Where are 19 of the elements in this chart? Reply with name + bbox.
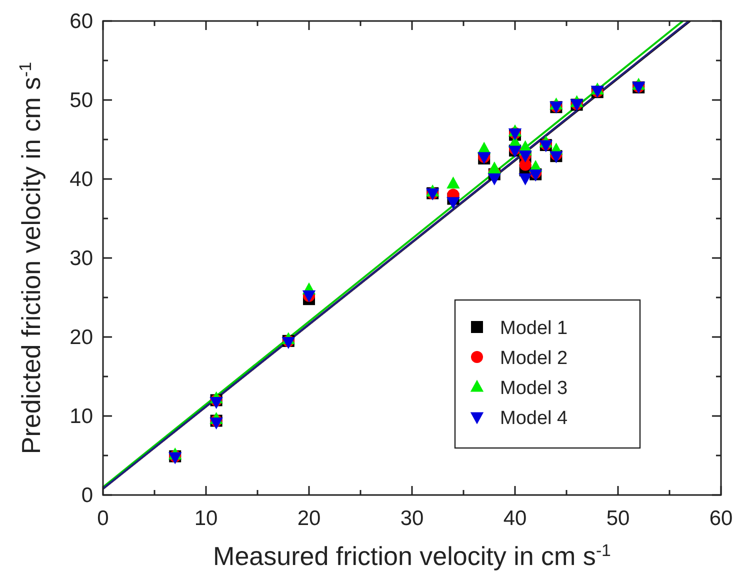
y-tick-label: 20 — [70, 326, 93, 349]
legend-label: Model 1 — [500, 318, 568, 339]
y-tick-label: 0 — [81, 484, 93, 507]
x-tick-label: 30 — [400, 507, 424, 530]
x-tick-label: 50 — [606, 507, 630, 530]
legend-label: Model 4 — [500, 408, 568, 429]
y-tick-label: 10 — [70, 405, 93, 428]
y-tick-label: 60 — [70, 10, 93, 33]
legend-label: Model 3 — [500, 378, 568, 399]
y-tick-label: 40 — [70, 168, 93, 191]
y-tick-label: 50 — [70, 89, 93, 112]
y-tick-label: 30 — [70, 247, 93, 270]
legend-label: Model 2 — [500, 348, 568, 369]
x-tick-label: 40 — [503, 507, 527, 530]
x-tick-label: 20 — [297, 507, 321, 530]
x-axis-title: Measured friction velocity in cm s$^{-1}$ — [213, 540, 611, 571]
x-tick-label: 10 — [194, 507, 218, 530]
x-tick-label: 60 — [709, 507, 733, 530]
x-tick-label: 0 — [97, 507, 109, 530]
